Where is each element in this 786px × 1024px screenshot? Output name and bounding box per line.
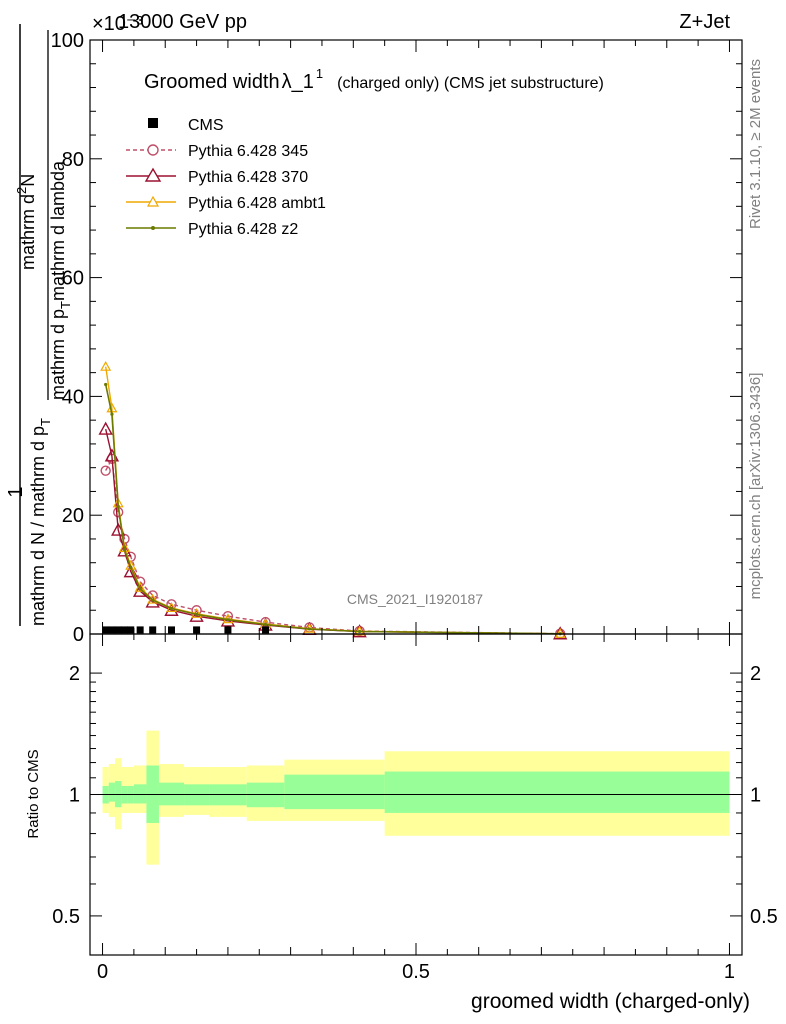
ratio-y-tick-label-right: 2 [750,663,761,685]
cms-data-point [262,626,270,634]
series-point-z2 [116,504,120,508]
cms-data-point [114,626,122,634]
x-tick-label: 0 [97,961,108,983]
legend-marker-cms [148,118,158,128]
legend-label: Pythia 6.428 z2 [188,221,298,238]
ylabel-top-denominator: mathrm d pTmathrm d lambda [48,160,73,400]
ratio-stat-band-bin [384,771,730,813]
cms-data-point [168,626,175,634]
legend-marker-z2 [151,226,155,230]
exponent-label: ×10⁻³ [92,13,143,35]
ratio-stat-band-bin [158,782,185,806]
x-tick-label: 1 [724,961,735,983]
series-point-ambt1 [134,581,146,592]
process-label: Z+Jet [679,11,730,33]
x-tick-label: 0.5 [402,961,430,983]
series-point-z2 [357,629,362,634]
ylabel-top-numerator: mathrm d2N [14,174,38,270]
main-y-tick-label: 80 [62,149,84,171]
series-point-z2 [104,382,108,387]
cms-data-point [108,626,116,634]
ylabel-numerator: 1 [5,486,27,497]
legend-marker-ambt1 [146,195,160,207]
ratio-ylabel: Ratio to CMS [25,749,42,838]
series-point-z2 [122,548,127,552]
ylabel-denominator: mathrm d N / mathrm d pT [28,418,53,626]
series-point-z2 [226,618,230,622]
ratio-stat-band-bin [284,774,335,810]
series-point-z2 [138,587,142,591]
ratio-stat-band-bin [334,774,385,810]
cms-data-point [102,626,110,634]
main-ylabel: 1 mathrm d N / mathrm d pT mathrm d2N ma… [5,24,73,626]
ratio-y-tick-label-left: 2 [69,663,80,685]
ratio-y-tick-label-right: 1 [750,785,761,807]
series-line-p370 [105,428,561,635]
ratio-y-tick-label-right: 0.5 [750,906,778,928]
series-point-z2 [151,598,155,602]
series-point-p345 [100,465,111,476]
main-y-tick-label: 20 [62,505,84,527]
cms-data-point [120,626,128,634]
series-point-z2 [129,565,133,570]
cms-data-point [136,626,144,634]
series-point-p370 [117,543,132,557]
main-curves [98,360,568,640]
legend: CMS Pythia 6.428 345 Pythia 6.428 370 Pythi… [126,117,326,238]
series-point-p370 [98,421,113,435]
legend-label: CMS [188,117,224,134]
series-point-z2 [110,412,114,416]
series-point-ambt1 [100,360,112,371]
cms-data-point [149,626,157,634]
x-axis-label: groomed width (charged-only) [471,990,750,1013]
ratio-y-tick-label-left: 1 [69,785,80,807]
main-y-tick-label: 40 [62,386,84,408]
plot-title: Groomed width λ_1 1(charged only) (CMS jet… [144,66,604,93]
ratio-y-tick-label-left: 0.5 [52,906,80,928]
axes: 0 20 40 60 80 100 0 0.5 1 0.5 0.5 1 1 2 2 [51,30,778,983]
energy-label: 13000 GeV pp [118,11,247,33]
series-point-z2 [263,622,268,627]
cms-data-point [127,626,135,634]
ratio-stat-band-bin [108,782,116,802]
ratio-stat-band-bin [133,784,147,804]
mcplots-label: mcplots.cern.ch [arXiv:1306.3436] [747,373,764,600]
ratio-bands [90,730,742,865]
legend-label: Pythia 6.428 370 [188,169,308,186]
main-y-tick-label: 100 [51,30,84,52]
legend-label: Pythia 6.428 345 [188,143,308,160]
rivet-label: Rivet 3.1.10, ≥ 2M events [747,59,764,229]
analysis-watermark: CMS_2021_I1920187 [347,591,483,607]
series-point-z2 [169,606,174,611]
series-point-z2 [194,612,199,616]
legend-marker-p345 [147,144,159,156]
legend-label: Pythia 6.428 ambt1 [188,195,326,212]
legend-marker-p370 [144,167,162,182]
series-line-z2 [104,384,561,635]
series-point-z2 [307,627,312,631]
series-line-ambt1 [105,366,561,635]
main-y-tick-label: 0 [73,624,84,646]
main-y-tick-label: 60 [62,268,84,290]
